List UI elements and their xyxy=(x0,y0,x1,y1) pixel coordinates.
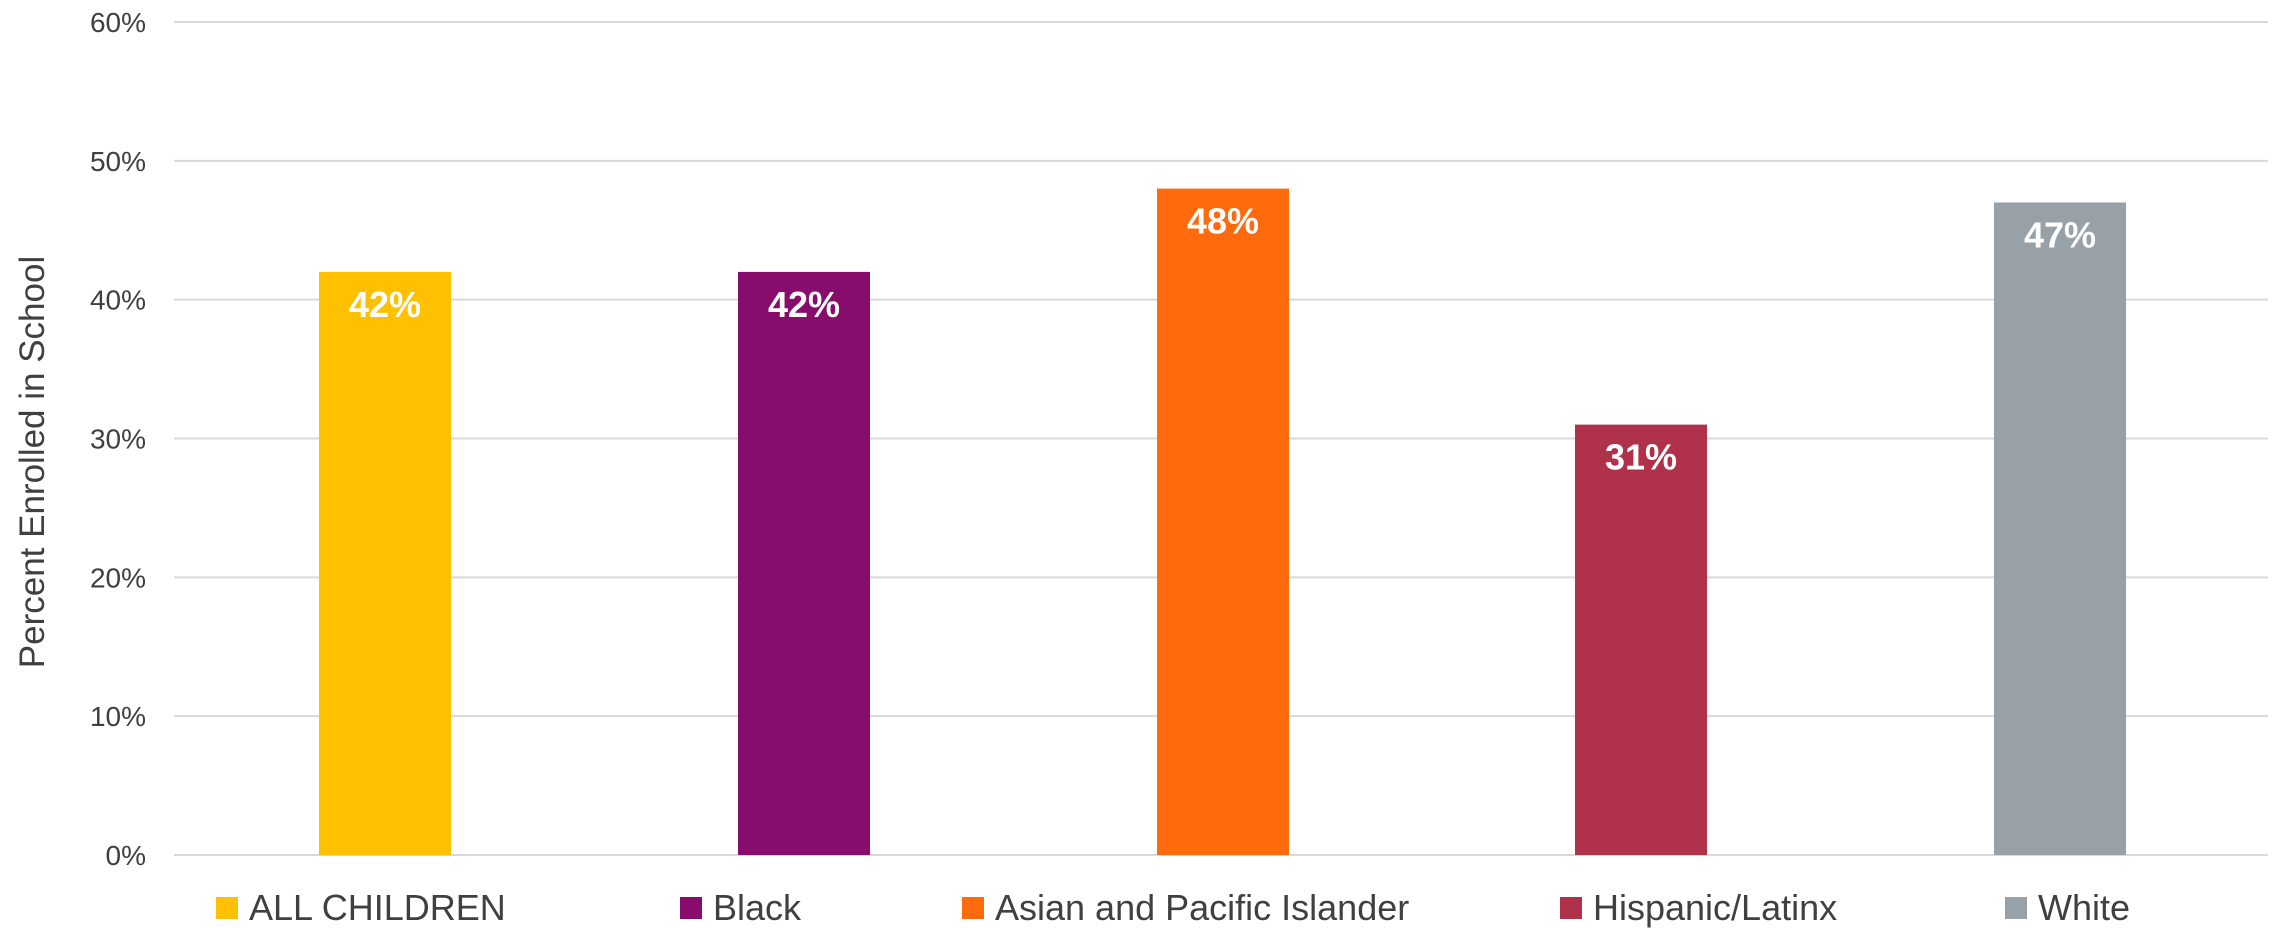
bar xyxy=(1994,202,2126,855)
bar xyxy=(1157,188,1289,856)
data-label: 48% xyxy=(1187,201,1259,242)
bar xyxy=(1575,424,1707,855)
legend-label: White xyxy=(2038,887,2130,928)
bar xyxy=(319,271,451,855)
y-axis-label: Percent Enrolled in School xyxy=(13,256,52,668)
y-tick-label: 30% xyxy=(90,424,146,455)
data-label: 42% xyxy=(768,284,840,325)
legend-label: Black xyxy=(713,887,802,928)
y-tick-label: 0% xyxy=(106,840,146,871)
legend-swatch xyxy=(680,897,702,919)
y-tick-label: 50% xyxy=(90,146,146,177)
data-label: 31% xyxy=(1605,437,1677,478)
y-tick-label: 20% xyxy=(90,562,146,593)
legend: ALL CHILDREN Black Asian and Pacific Islan… xyxy=(216,887,2130,928)
legend-label: ALL CHILDREN xyxy=(249,887,506,928)
data-labels: 42% 42% 48% 31% 47% xyxy=(349,201,2096,478)
legend-swatch xyxy=(962,897,984,919)
y-tick-label: 60% xyxy=(90,7,146,38)
legend-swatch xyxy=(1560,897,1582,919)
y-tick-label: 10% xyxy=(90,701,146,732)
legend-swatch xyxy=(216,897,238,919)
y-axis-ticks: 0% 10% 20% 30% 40% 50% 60% xyxy=(90,7,146,871)
bar xyxy=(738,271,870,855)
legend-label: Asian and Pacific Islander xyxy=(995,887,1409,928)
legend-swatch xyxy=(2005,897,2027,919)
legend-label: Hispanic/Latinx xyxy=(1593,887,1837,928)
data-label: 42% xyxy=(349,284,421,325)
data-label: 47% xyxy=(2024,214,2096,255)
bars xyxy=(319,188,2126,856)
y-tick-label: 40% xyxy=(90,285,146,316)
